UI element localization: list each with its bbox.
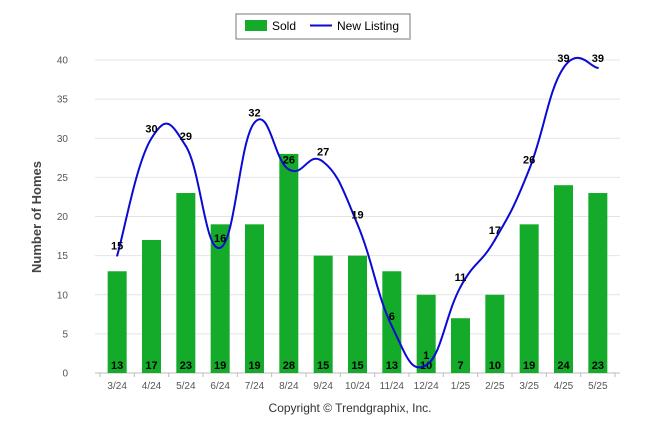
new-listing-value-label: 39 <box>592 53 604 65</box>
bar-sold <box>554 185 573 373</box>
x-axis-ticks: 3/24 4/24 5/24 6/24 7/24 8/24 9/24 10/24 11/24 12… <box>99 373 616 392</box>
new-listing-point <box>596 66 599 69</box>
new-listing-point <box>356 223 359 226</box>
x-tick-label: 3/24 <box>107 381 127 392</box>
x-tick-label: 5/25 <box>588 381 608 392</box>
bar-value-label: 19 <box>214 360 226 372</box>
x-tick-label: 5/24 <box>176 381 196 392</box>
new-listing-line <box>116 56 599 369</box>
x-tick-label: 12/24 <box>414 381 439 392</box>
bar-sold <box>210 224 230 373</box>
new-listing-point <box>253 121 256 124</box>
new-listing-point <box>493 238 496 241</box>
x-tick-label: 3/25 <box>519 381 539 392</box>
new-listing-value-label: 39 <box>557 53 569 65</box>
bar-value-label: 19 <box>523 360 535 372</box>
bar-sold <box>485 294 505 373</box>
y-tick-label: 10 <box>57 290 69 301</box>
bar-value-label: 13 <box>386 360 398 372</box>
legend-sold-label: Sold <box>272 19 296 33</box>
bar-sold <box>176 193 196 373</box>
y-axis-title: Number of Homes <box>29 161 44 273</box>
new-listing-value-label: 1 <box>423 350 429 362</box>
new-listing-point <box>287 168 290 171</box>
x-tick-label: 1/25 <box>451 381 471 392</box>
new-listing-value-label: 16 <box>214 233 226 245</box>
x-tick-label: 8/24 <box>279 381 299 392</box>
new-listing-point <box>425 364 428 367</box>
y-axis-ticks: 0 5 10 15 20 25 30 35 40 <box>57 56 69 380</box>
bar-value-label: 17 <box>145 360 157 372</box>
new-listing-point <box>390 325 393 328</box>
legend: Sold New Listing <box>235 13 411 40</box>
x-tick-label: 4/25 <box>554 381 574 392</box>
copyright-footer: Copyright © Trendgraphix, Inc. <box>269 401 432 415</box>
bar-labels: 13172319192815151310710192423 <box>111 360 604 372</box>
new-listing-value-label: 29 <box>180 131 192 143</box>
new-listing-point <box>184 145 187 148</box>
new-listing-point <box>528 168 531 171</box>
new-listing-point <box>459 285 462 288</box>
new-listing-value-label: 32 <box>248 108 260 120</box>
x-tick-label: 7/24 <box>245 381 265 392</box>
bar-value-label: 15 <box>351 360 363 372</box>
bar-sold <box>107 271 127 373</box>
new-listing-point <box>562 66 565 69</box>
bars <box>107 153 608 373</box>
x-tick-label: 9/24 <box>313 381 333 392</box>
bar-sold <box>142 239 161 373</box>
new-listing-value-label: 15 <box>111 241 123 253</box>
bar-value-label: 10 <box>489 360 501 372</box>
bar-value-label: 24 <box>557 360 570 372</box>
x-tick-label: 6/24 <box>210 381 230 392</box>
legend-new-listing-label: New Listing <box>337 19 399 33</box>
bar-value-label: 15 <box>317 360 329 372</box>
new-listing-value-label: 26 <box>283 155 295 167</box>
x-tick-label: 11/24 <box>380 381 405 392</box>
new-listing-point <box>322 160 325 163</box>
bar-value-label: 19 <box>248 360 260 372</box>
new-listing-value-label: 27 <box>317 147 329 159</box>
y-tick-label: 25 <box>57 173 69 184</box>
bar-value-label: 13 <box>111 360 123 372</box>
bar-value-label: 28 <box>283 360 295 372</box>
bar-sold <box>245 224 264 373</box>
bar-sold <box>348 255 367 373</box>
bar-value-label: 23 <box>592 360 604 372</box>
new-listing-value-label: 11 <box>455 272 467 284</box>
y-tick-label: 40 <box>57 56 69 67</box>
x-tick-label: 10/24 <box>345 381 370 392</box>
x-tick-label: 4/24 <box>142 381 162 392</box>
new-listing-series-line <box>116 56 599 369</box>
legend-sold-swatch <box>245 20 267 31</box>
new-listing-point <box>150 137 153 140</box>
y-tick-label: 30 <box>57 134 69 145</box>
bar-sold <box>416 294 436 373</box>
new-listing-value-label: 30 <box>145 123 157 135</box>
new-listing-point <box>116 254 119 257</box>
new-listing-value-label: 26 <box>523 155 535 167</box>
y-tick-label: 20 <box>57 212 69 223</box>
bar-sold <box>451 318 470 373</box>
bar-sold <box>588 193 608 373</box>
y-tick-label: 0 <box>62 369 68 380</box>
y-tick-label: 35 <box>57 95 69 106</box>
x-tick-label: 2/25 <box>485 381 505 392</box>
new-listing-value-label: 19 <box>351 209 363 221</box>
bar-sold <box>382 271 402 373</box>
bar-sold <box>519 224 539 373</box>
new-listing-value-label: 17 <box>489 225 501 237</box>
y-tick-label: 15 <box>57 251 69 262</box>
new-listing-value-label: 6 <box>389 311 395 323</box>
bar-sold <box>313 255 333 373</box>
bar-sold <box>279 153 299 373</box>
new-listing-point <box>219 246 222 249</box>
y-tick-label: 5 <box>62 329 68 340</box>
bar-value-label: 23 <box>180 360 192 372</box>
bar-value-label: 7 <box>457 360 463 372</box>
